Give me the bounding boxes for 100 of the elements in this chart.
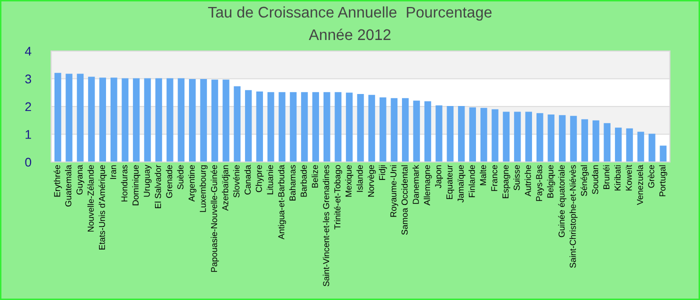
bar (536, 113, 544, 162)
x-tick-label: Autriche (524, 165, 531, 196)
bar (290, 92, 297, 162)
bar (402, 98, 409, 162)
x-tick-label: Norvège (368, 165, 376, 197)
x-tick-label: Finlande (468, 165, 475, 198)
x-tick-label: Antigua-et-Barbuda (278, 164, 286, 240)
bar (446, 106, 454, 162)
x-tick-label: Espagne (502, 165, 510, 198)
x-tick-label: Malte (480, 165, 486, 186)
bar (637, 132, 644, 162)
bar (278, 92, 286, 162)
x-tick-label: Lituanie (266, 165, 274, 194)
x-tick-label: Danemark (412, 164, 419, 204)
x-tick-label: Royaume-Uni (390, 165, 398, 217)
x-tick-label: Slovénie (233, 165, 240, 198)
bar (66, 74, 72, 162)
bar (267, 92, 274, 162)
bar (502, 112, 510, 162)
bar (357, 94, 364, 162)
bar (144, 78, 151, 162)
bar (76, 74, 84, 162)
chart-title: Tau de Croissance Annuelle Pourcentage (208, 6, 492, 21)
x-tick-label: Barbade (300, 165, 307, 197)
x-tick-label: Soudan (592, 165, 598, 194)
x-tick-label: Grenade (166, 165, 172, 198)
bar (222, 80, 230, 162)
x-tick-label: Fidji (378, 165, 387, 180)
x-tick-label: Samoa Occidental (401, 165, 408, 235)
x-tick-label: Canada (244, 164, 251, 194)
bar (200, 79, 207, 162)
y-tick-label: 4 (24, 46, 32, 56)
x-tick-label: Guatemala (65, 164, 72, 206)
bar (514, 112, 521, 162)
x-tick-label: Guinée équatoriale (558, 165, 566, 238)
bar (626, 128, 633, 162)
bar (469, 107, 476, 162)
bar (436, 105, 442, 162)
bar (334, 92, 342, 162)
bar (570, 116, 577, 162)
bar (324, 92, 330, 162)
chart-subtitle: Année 2012 (308, 28, 390, 40)
x-tick-label: Brunéi (603, 165, 610, 189)
bar (122, 78, 128, 162)
y-tick-label: 1 (26, 130, 32, 139)
bar (614, 128, 622, 162)
bar (132, 78, 140, 162)
y-tick-label: 3 (25, 74, 32, 84)
x-tick-label: Pays-Bas (536, 165, 544, 201)
bar (178, 78, 184, 162)
bar (211, 80, 218, 162)
x-tick-label: Venezuela (636, 164, 644, 205)
bar (346, 92, 353, 162)
x-tick-label: Trinité-et-Tobago (334, 165, 342, 230)
x-tick-label: Suède (177, 165, 184, 190)
bar (458, 106, 465, 162)
bar (245, 90, 252, 162)
x-tick-label: Papouasie-Nouvelle-Guinée (210, 165, 219, 272)
x-tick-label: Belize (312, 165, 318, 188)
x-tick-label: Azerbaïdjan (222, 165, 230, 211)
x-tick-label: France (491, 165, 498, 191)
bar (604, 123, 610, 162)
x-tick-label: Honduras (121, 165, 128, 202)
x-tick-label: Erythrée (54, 165, 62, 197)
x-tick-label: Iran (110, 165, 116, 179)
bar (660, 146, 667, 162)
bar (99, 78, 106, 162)
bar (424, 101, 432, 162)
x-tick-label: Portugal (659, 165, 668, 196)
bar (234, 86, 241, 162)
x-tick-label: Islande (356, 165, 363, 192)
x-tick-label: Japon (435, 165, 443, 188)
x-tick-label: Argentine (188, 165, 196, 202)
x-tick-label: Guyana (76, 164, 84, 194)
x-tick-label: Belgique (547, 165, 556, 198)
x-tick-label: Grèce (648, 165, 654, 188)
x-tick-label: Saint-Christophe-et-Niévès (569, 165, 578, 268)
x-tick-label: Chypre (256, 165, 264, 192)
bar (54, 72, 62, 162)
bar (256, 92, 263, 162)
bar (166, 78, 174, 162)
x-tick-label: Kiribati (614, 165, 621, 190)
bar (413, 100, 420, 162)
bar (648, 134, 656, 162)
bar (581, 119, 588, 162)
x-tick-label: Mexique (345, 165, 354, 197)
y-tick-label: 2 (25, 102, 32, 112)
x-tick-label: Allemagne (424, 165, 432, 206)
bar (558, 115, 566, 162)
bar (525, 112, 532, 162)
bar (312, 92, 320, 162)
bar (548, 114, 554, 162)
bar (110, 78, 118, 162)
bar (188, 79, 196, 162)
x-tick-label: Saint-Vincent-et-les Grenadines (322, 165, 330, 286)
bar (380, 97, 386, 162)
x-tick-label: Luxembourg (200, 165, 208, 212)
x-tick-label: Equateur (446, 164, 454, 200)
bar (368, 94, 376, 162)
bar (301, 92, 308, 162)
